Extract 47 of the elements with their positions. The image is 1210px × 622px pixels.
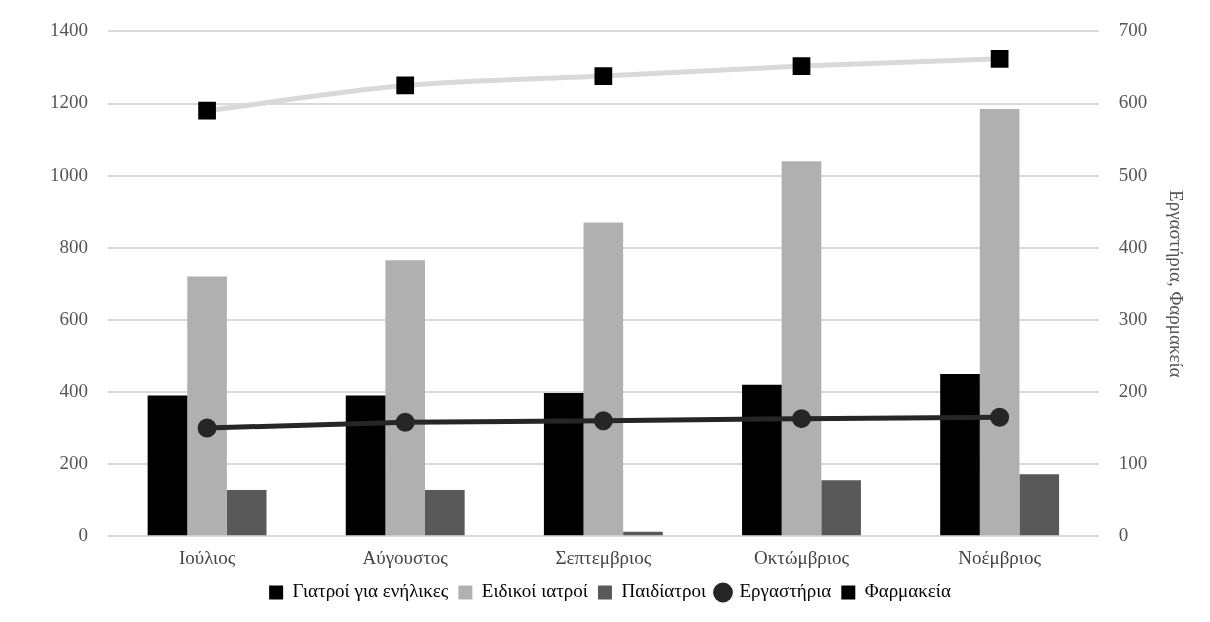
y-tick-label: 0 xyxy=(78,524,88,546)
bar xyxy=(543,393,584,536)
bar xyxy=(226,490,267,536)
x-tick-label: Σεπτεμβριος xyxy=(555,546,652,568)
bar xyxy=(940,373,980,536)
bar xyxy=(623,531,663,536)
y2-tick-label: 0 xyxy=(1118,524,1129,546)
bar xyxy=(147,395,188,536)
y2-axis-title: Εργαστήρια, Φαρμακεία xyxy=(1165,190,1187,378)
bar xyxy=(385,260,426,536)
point xyxy=(990,407,1010,427)
y2-tick-label: 100 xyxy=(1118,452,1148,474)
x-tick-label: Νοέμβριος xyxy=(958,546,1042,568)
y2-tick-label: 500 xyxy=(1118,163,1148,185)
bar xyxy=(1019,474,1060,536)
bar xyxy=(187,276,227,536)
bar xyxy=(821,480,861,536)
y-tick-label: 1200 xyxy=(50,91,88,113)
bar xyxy=(742,384,782,536)
point xyxy=(197,418,217,438)
y-tick-label: 400 xyxy=(59,379,88,401)
x-tick-label: Οκτώμβριος xyxy=(754,546,850,568)
point xyxy=(593,411,613,431)
y2-tick-label: 700 xyxy=(1118,19,1148,41)
bar xyxy=(583,222,624,536)
x-tick-label: Αύγουστος xyxy=(362,546,449,568)
bar xyxy=(345,395,386,536)
x-tick-label: Ιούλιος xyxy=(178,546,236,568)
y2-tick-label: 600 xyxy=(1118,91,1148,113)
y2-tick-label: 300 xyxy=(1118,307,1148,329)
legend-label: Εργαστήρια xyxy=(739,580,832,602)
legend-label: Γιατροί για ενήλικες xyxy=(292,580,449,602)
y-tick-label: 1000 xyxy=(50,163,88,185)
bar xyxy=(425,490,465,536)
bar xyxy=(781,161,822,536)
y-tick-label: 600 xyxy=(59,307,88,329)
bar xyxy=(979,108,1020,536)
point xyxy=(791,409,811,429)
y2-tick-label: 200 xyxy=(1118,379,1148,401)
point xyxy=(395,412,415,432)
y-tick-label: 1400 xyxy=(50,19,88,41)
y-tick-label: 800 xyxy=(59,235,88,257)
legend-label: Ειδικοί ιατροί xyxy=(481,580,589,602)
y2-tick-label: 400 xyxy=(1118,235,1148,257)
legend-label: Παιδίατροι xyxy=(621,580,707,602)
legend-label: Φαρμακεία xyxy=(864,580,951,602)
y-tick-label: 200 xyxy=(59,452,88,474)
